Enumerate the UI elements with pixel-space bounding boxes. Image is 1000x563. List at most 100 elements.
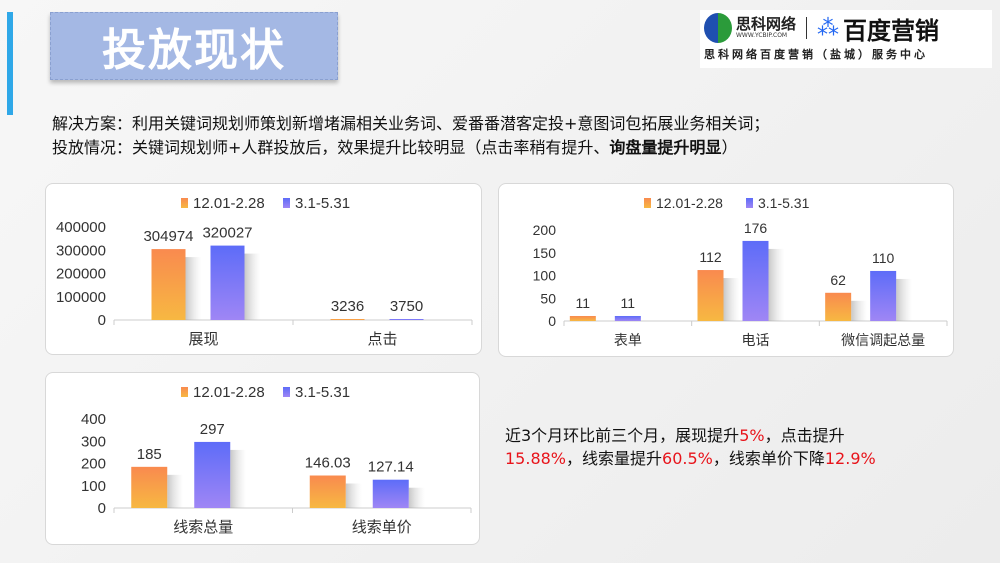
data-label: 110 <box>872 250 895 266</box>
x-tick-label: 微信调起总量 <box>841 333 925 349</box>
data-label: 112 <box>699 249 722 265</box>
bar-shadow <box>230 449 247 508</box>
y-tick-label: 0 <box>98 312 106 329</box>
description-line1: 解决方案：利用关键词规划师策划新增堵漏相关业务词、爱番番潜客定投+意图词包拓展业… <box>52 114 770 133</box>
data-label: 3750 <box>390 298 423 315</box>
data-label: 127.14 <box>368 459 414 476</box>
legend-label: 3.1-5.31 <box>295 195 350 212</box>
summary-part: 近3个月环比前三个月，展现提升 <box>505 426 740 445</box>
logo-subtitle: 思科网络百度营销（盐城）服务中心 <box>704 48 928 61</box>
brand1: 思科网络 <box>736 15 797 33</box>
bar <box>697 270 724 321</box>
description-end: ） <box>721 138 738 157</box>
logo: 思科网络 WWW.YCBIP.COM ⁂ 百度营销 思科网络百度营销（盐城）服务中… <box>700 10 992 68</box>
y-tick-label: 400000 <box>56 219 106 236</box>
page-title: 投放现状 <box>102 25 286 76</box>
legend-label: 12.01-2.28 <box>193 384 265 401</box>
y-tick-label: 300000 <box>56 242 106 259</box>
data-label: 146.03 <box>305 455 351 472</box>
data-label: 185 <box>137 446 162 463</box>
bar <box>389 319 424 320</box>
bar <box>870 270 897 321</box>
data-label: 320027 <box>202 225 252 242</box>
summary-part: ，线索量提升 <box>566 449 663 468</box>
legend-swatch <box>181 387 188 397</box>
legend-swatch <box>746 198 753 208</box>
bar-shadow <box>185 257 202 320</box>
y-tick-label: 200000 <box>56 266 106 283</box>
description-line2: 投放情况：关键词规划师+人群投放后，效果提升比较明显（点击率稍有提升、 <box>52 138 610 157</box>
bar <box>131 466 168 508</box>
title-banner: 投放现状 <box>50 12 338 80</box>
legend-label: 12.01-2.28 <box>656 195 723 211</box>
y-tick-label: 300 <box>81 433 106 450</box>
bar-shadow <box>408 487 425 508</box>
bar <box>825 292 852 321</box>
x-tick-label: 点击 <box>367 330 397 348</box>
bar-shadow <box>768 248 785 321</box>
baidu-logo-icon: ⁂ <box>817 15 840 41</box>
bar <box>210 245 245 320</box>
summary-value: 60.5% <box>662 449 713 468</box>
bar-shadow <box>851 300 868 321</box>
legend-label: 3.1-5.31 <box>295 384 350 401</box>
y-tick-label: 100000 <box>56 289 106 306</box>
data-label: 297 <box>200 421 225 438</box>
legend-swatch <box>644 198 651 208</box>
bar-shadow <box>345 483 362 508</box>
accent-bar <box>7 12 13 115</box>
x-tick-label: 电话 <box>742 333 770 349</box>
chart-forms-calls: 12.01-2.28 3.1-5.31 0 50 100 150 200 表单 11 11 电话 11… <box>498 183 954 357</box>
summary-part: ，点击提升 <box>764 426 845 445</box>
y-tick-label: 0 <box>98 500 106 517</box>
bar <box>194 441 231 508</box>
legend-label: 12.01-2.28 <box>193 195 265 212</box>
bar <box>330 319 365 320</box>
description-highlight: 询盘量提升明显 <box>609 138 722 157</box>
x-tick-label: 表单 <box>614 333 642 349</box>
summary-value: 5% <box>739 426 765 445</box>
legend-swatch <box>181 198 188 208</box>
bar <box>614 315 641 321</box>
data-label: 176 <box>744 220 768 236</box>
y-tick-label: 150 <box>533 245 557 261</box>
y-tick-label: 100 <box>533 268 557 284</box>
bar <box>742 240 769 321</box>
y-tick-label: 200 <box>533 222 557 238</box>
y-tick-label: 100 <box>81 478 106 495</box>
x-tick-label: 线索总量 <box>173 518 233 536</box>
description: 解决方案：利用关键词规划师策划新增堵漏相关业务词、爱番番潜客定投+意图词包拓展业… <box>52 112 769 160</box>
y-tick-label: 0 <box>548 313 556 329</box>
summary-text: 近3个月环比前三个月，展现提升5%，点击提升 15.88%，线索量提升60.5%… <box>505 424 876 470</box>
data-label: 62 <box>830 272 846 288</box>
y-tick-label: 400 <box>81 411 106 428</box>
summary-value: 15.88% <box>505 449 567 468</box>
divider <box>806 17 808 39</box>
bar-shadow <box>723 278 740 321</box>
chart-impressions-clicks: 12.01-2.28 3.1-5.31 0 100000 200000 300000 400… <box>45 183 482 355</box>
legend-swatch <box>283 387 290 397</box>
chart-leads: 12.01-2.28 3.1-5.31 0 100 200 300 400 线索总量 185 29… <box>45 372 480 545</box>
data-label: 11 <box>576 295 591 311</box>
summary-value: 12.9% <box>824 449 876 468</box>
bar <box>151 249 186 320</box>
bar <box>569 315 596 321</box>
legend-swatch <box>283 198 290 208</box>
x-tick-label: 线索单价 <box>352 518 412 536</box>
data-label: 11 <box>621 295 636 311</box>
data-label: 304974 <box>143 228 193 245</box>
legend-label: 3.1-5.31 <box>758 195 810 211</box>
bar-shadow <box>896 278 913 321</box>
bar <box>372 479 409 508</box>
y-tick-label: 50 <box>540 290 556 306</box>
bar-shadow <box>167 474 184 508</box>
summary-part: ，线索单价下降 <box>712 449 825 468</box>
siko-logo-icon <box>704 13 732 43</box>
brand2: 百度营销 <box>843 16 940 45</box>
brand-url: WWW.YCBIP.COM <box>736 32 788 39</box>
y-tick-label: 200 <box>81 456 106 473</box>
x-tick-label: 展现 <box>188 330 218 348</box>
bar <box>309 475 346 508</box>
bar-shadow <box>244 253 261 320</box>
data-label: 3236 <box>331 298 364 315</box>
